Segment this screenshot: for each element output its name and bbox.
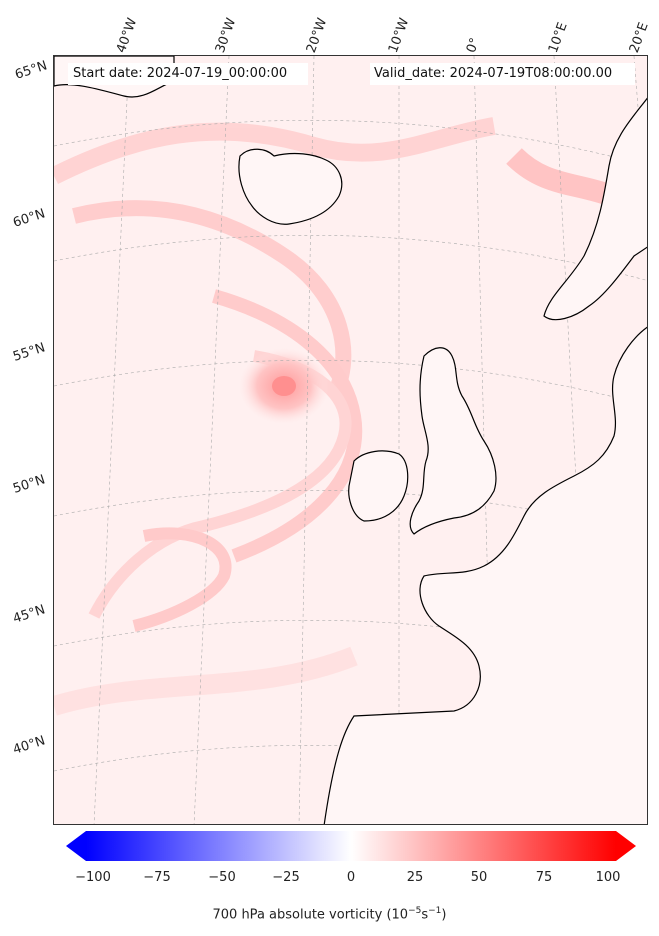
vorticity-map xyxy=(54,56,647,824)
colorbar-label: 700 hPa absolute vorticity (10−5s−1) xyxy=(212,906,447,923)
continent-coast xyxy=(323,326,647,824)
lon-label-20e: 20°E xyxy=(626,20,652,55)
colorbar-min-extend xyxy=(66,831,86,861)
colorbar-tick: 50 xyxy=(470,870,488,885)
lon-label-10e: 10°E xyxy=(545,20,571,55)
colorbar-tick: −50 xyxy=(208,870,236,885)
colorbar-tick: 25 xyxy=(406,870,424,885)
lon-label-0: 0° xyxy=(463,35,484,55)
start-date-label: Start date: 2024-07-19_00:00:00 xyxy=(68,63,308,85)
colorbar-gradient xyxy=(86,831,616,861)
lat-label-45n: 45°N xyxy=(11,602,48,627)
britain-coast xyxy=(409,347,497,535)
lon-label-20w: 20°W xyxy=(303,16,331,55)
lat-label-40n: 40°N xyxy=(11,733,48,758)
iceland-coast xyxy=(238,148,343,225)
map-panel xyxy=(53,55,648,825)
lon-label-30w: 30°W xyxy=(212,16,240,55)
ireland-coast xyxy=(348,450,409,522)
scandinavia-coast xyxy=(543,97,647,321)
valid-date-label: Valid_date: 2024-07-19T08:00:00.00 xyxy=(370,63,635,85)
lon-label-40w: 40°W xyxy=(113,16,141,55)
colorbar-tick: −100 xyxy=(75,870,111,885)
colorbar-tick: 0 xyxy=(346,870,356,885)
colorbar-tick: 100 xyxy=(595,870,621,885)
colorbar-tick: −75 xyxy=(143,870,171,885)
lat-label-50n: 50°N xyxy=(11,472,48,497)
colorbar-tick: −25 xyxy=(272,870,300,885)
lon-label-10w: 10°W xyxy=(385,16,413,55)
lat-label-65n: 65°N xyxy=(13,58,50,83)
colorbar xyxy=(66,831,636,861)
lat-label-55n: 55°N xyxy=(11,340,48,365)
lat-label-60n: 60°N xyxy=(11,206,48,231)
colorbar-tick: 75 xyxy=(535,870,553,885)
colorbar-max-extend xyxy=(616,831,636,861)
